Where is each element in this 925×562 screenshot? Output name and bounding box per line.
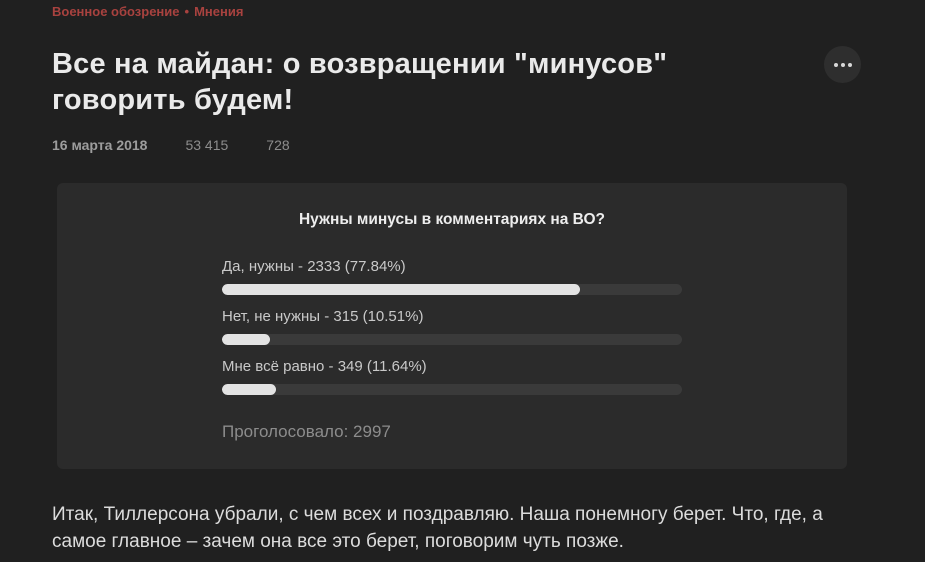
breadcrumb: Военное обозрение • Мнения <box>52 4 925 19</box>
poll-option: Нет, не нужны - 315 (10.51%) <box>222 308 682 345</box>
comments-count: 728 <box>266 137 290 153</box>
poll-bar-track <box>222 384 682 395</box>
poll-widget: Нужны минусы в комментариях на ВО? Да, н… <box>57 183 847 469</box>
poll-bar-fill <box>222 334 271 345</box>
poll-options: Да, нужны - 2333 (77.84%) Нет, не нужны … <box>222 258 682 395</box>
breadcrumb-section-link[interactable]: Мнения <box>194 4 244 19</box>
article-paragraph: Итак, Тиллерсона убрали, с чем всех и по… <box>52 504 823 552</box>
poll-total-votes: Проголосовало: 2997 <box>222 422 391 441</box>
ellipsis-icon <box>833 62 838 67</box>
article-title: Все на майдан: о возвращении "минусов" г… <box>52 48 668 116</box>
publish-date: 16 марта 2018 <box>52 137 148 153</box>
poll-option-label: Нет, не нужны - 315 (10.51%) <box>222 308 424 325</box>
title-row: Все на майдан: о возвращении "минусов" г… <box>52 46 925 118</box>
breadcrumb-site-link[interactable]: Военное обозрение <box>52 4 180 19</box>
poll-option-label: Мне всё равно - 349 (11.64%) <box>222 358 427 375</box>
poll-bar-track <box>222 284 682 295</box>
breadcrumb-separator: • <box>184 4 190 19</box>
poll-bar-track <box>222 334 682 345</box>
poll-bar-fill <box>222 384 276 395</box>
poll-bar-fill <box>222 284 581 295</box>
poll-option: Мне всё равно - 349 (11.64%) <box>222 358 682 395</box>
views-count: 53 415 <box>185 137 229 153</box>
poll-option: Да, нужны - 2333 (77.84%) <box>222 258 682 295</box>
poll-question: Нужны минусы в комментариях на ВО? <box>298 211 606 228</box>
article-meta: 16 марта 2018 53 415 728 <box>52 137 925 153</box>
more-options-button[interactable] <box>824 46 861 83</box>
poll-option-label: Да, нужны - 2333 (77.84%) <box>222 258 406 275</box>
